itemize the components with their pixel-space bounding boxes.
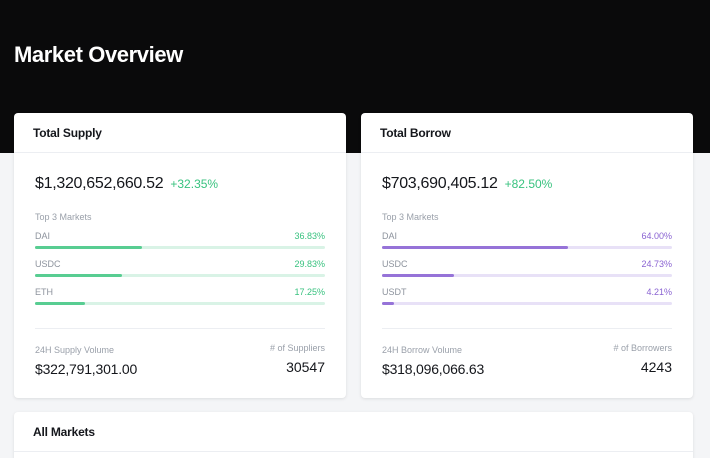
- all-markets-card: All Markets: [14, 412, 693, 458]
- market-bar-track: [35, 246, 325, 249]
- market-name: USDC: [382, 259, 408, 269]
- borrow-top-markets-label: Top 3 Markets: [382, 212, 439, 222]
- market-bar-track: [382, 246, 672, 249]
- borrow-volume-value: $318,096,066.63: [382, 361, 485, 377]
- market-name: DAI: [35, 231, 51, 241]
- market-bar-track: [35, 302, 325, 305]
- borrow-volume-label: 24H Borrow Volume: [382, 345, 463, 355]
- total-borrow-amount: $703,690,405.12: [382, 175, 498, 192]
- supply-amount-row: $1,320,652,660.52 +32.35%: [35, 175, 218, 193]
- market-percentage: 29.83%: [294, 259, 325, 269]
- supply-market-row[interactable]: USDC 29.83%: [35, 259, 325, 279]
- market-bar-track: [382, 274, 672, 277]
- borrow-market-row[interactable]: USDC 24.73%: [382, 259, 672, 279]
- market-bar-fill: [35, 274, 122, 277]
- market-percentage: 36.83%: [294, 231, 325, 241]
- market-bar-fill: [382, 246, 568, 249]
- total-borrow-change: +82.50%: [504, 177, 553, 191]
- all-markets-header: All Markets: [14, 412, 693, 452]
- page-title: Market Overview: [14, 42, 183, 67]
- total-supply-amount: $1,320,652,660.52: [35, 175, 164, 192]
- divider: [35, 328, 325, 329]
- suppliers-count-label: # of Suppliers: [269, 343, 325, 353]
- borrowers-count-value: 4243: [640, 359, 672, 375]
- total-supply-card: Total Supply $1,320,652,660.52 +32.35% T…: [14, 113, 346, 398]
- total-supply-header: Total Supply: [14, 113, 346, 153]
- market-percentage: 64.00%: [641, 231, 672, 241]
- supply-volume-value: $322,791,301.00: [35, 361, 138, 377]
- suppliers-count-value: 30547: [286, 359, 325, 375]
- market-bar-track: [35, 274, 325, 277]
- borrowers-count-label: # of Borrowers: [613, 343, 672, 353]
- market-bar-fill: [382, 302, 395, 305]
- supply-top-markets-label: Top 3 Markets: [35, 212, 92, 222]
- divider: [382, 328, 672, 329]
- total-borrow-card: Total Borrow $703,690,405.12 +82.50% Top…: [361, 113, 693, 398]
- market-percentage: 17.25%: [294, 287, 325, 297]
- market-name: USDT: [382, 287, 407, 297]
- supply-volume-label: 24H Supply Volume: [35, 345, 115, 355]
- market-name: ETH: [35, 287, 53, 297]
- market-name: DAI: [382, 231, 398, 241]
- total-borrow-header: Total Borrow: [361, 113, 693, 153]
- market-bar-track: [382, 302, 672, 305]
- market-percentage: 4.21%: [646, 287, 672, 297]
- borrow-market-row[interactable]: DAI 64.00%: [382, 231, 672, 251]
- total-supply-change: +32.35%: [170, 177, 219, 191]
- supply-market-row[interactable]: DAI 36.83%: [35, 231, 325, 251]
- supply-market-row[interactable]: ETH 17.25%: [35, 287, 325, 307]
- borrow-market-row[interactable]: USDT 4.21%: [382, 287, 672, 307]
- market-bar-fill: [35, 246, 142, 249]
- market-name: USDC: [35, 259, 61, 269]
- market-percentage: 24.73%: [641, 259, 672, 269]
- market-bar-fill: [382, 274, 454, 277]
- borrow-amount-row: $703,690,405.12 +82.50%: [382, 175, 552, 193]
- market-bar-fill: [35, 302, 86, 305]
